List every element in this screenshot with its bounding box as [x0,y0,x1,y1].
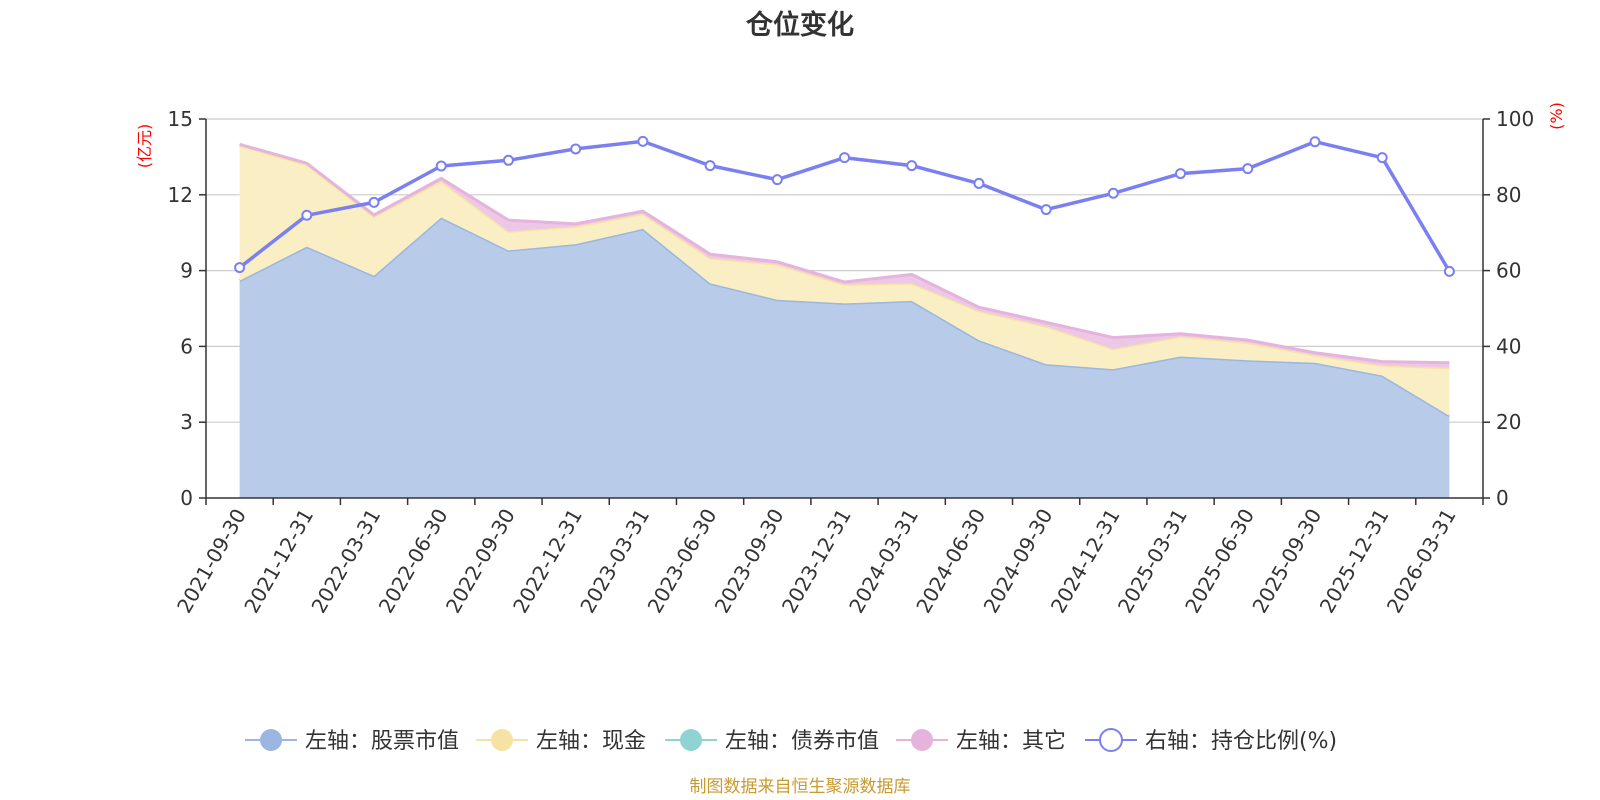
ratio-point [1309,136,1321,148]
x-tick-label: 2022-06-30 [374,505,453,618]
ratio-point [1175,168,1187,180]
legend-label: 右轴：持仓比例(%) [1145,729,1337,754]
x-tick-label: 2023-06-30 [643,505,722,618]
ratio-point [1242,163,1254,175]
right-axis-unit: (%) [1547,102,1566,130]
legend-label: 左轴：其它 [956,729,1066,754]
left-tick-label: 3 [180,410,193,434]
right-tick-label: 0 [1496,486,1509,510]
chart-title: 仓位变化 [745,9,854,41]
x-tick-label: 2021-12-31 [239,505,318,618]
legend: 左轴：股票市值 左轴：现金 左轴：债券市值 左轴：其它 右轴：持仓比例(%) [245,728,1337,754]
legend-marker [911,729,933,751]
ratio-point [234,262,246,274]
legend-label: 左轴：股票市值 [305,729,459,754]
legend-item: 左轴：其它 [896,729,1066,754]
left-tick-label: 15 [168,107,193,131]
ratio-point [637,135,649,147]
area-左轴：现金 [239,145,1450,416]
x-tick-label: 2026-03-31 [1382,505,1461,618]
ratio-point [1040,204,1052,216]
legend-item: 左轴：现金 [476,729,646,754]
legend-item: 左轴：债券市值 [665,729,879,754]
left-tick-label: 12 [168,183,193,207]
area-左轴：股票市值 [239,217,1450,498]
ratio-point [435,160,447,172]
x-tick-label: 2022-09-30 [441,505,520,618]
x-tick-label: 2021-09-30 [172,505,251,618]
ratio-point [1443,265,1455,277]
legend-marker [1099,728,1123,752]
left-tick-label: 6 [180,334,193,358]
right-tick-label: 40 [1496,334,1521,358]
x-tick-label: 2024-12-31 [1046,505,1125,618]
x-tick-label: 2025-06-30 [1180,505,1259,618]
right-tick-label: 100 [1496,107,1534,131]
right-tick-label: 80 [1496,183,1521,207]
legend-label: 左轴：债券市值 [725,729,879,754]
ratio-point [771,174,783,186]
left-tick-label: 9 [180,259,193,283]
x-tick-label: 2025-12-31 [1315,505,1394,618]
legend-label: 左轴：现金 [536,729,646,754]
x-tick-label: 2024-06-30 [911,505,990,618]
ratio-point [570,143,582,155]
legend-marker [491,729,513,751]
ratio-point [839,152,850,164]
legend-marker [680,729,702,751]
ratio-point [301,209,313,221]
right-tick-label: 20 [1496,410,1521,434]
x-tick-label: 2022-03-31 [306,505,385,618]
ratio-point [502,154,514,166]
ratio-point [1107,187,1119,199]
legend-marker [260,729,282,751]
ratio-point [1376,152,1388,164]
x-tick-label: 2023-12-31 [777,505,856,618]
x-tick-label: 2024-03-31 [844,505,923,618]
ratio-point [368,196,380,208]
stacked-areas [238,142,1451,498]
legend-item: 左轴：股票市值 [245,729,459,754]
ratio-point [906,160,918,172]
data-source: 制图数据来自恒生聚源数据库 [690,777,911,797]
x-tick-label: 2025-03-31 [1113,505,1192,618]
x-tick-label: 2023-09-30 [710,505,789,618]
ratio-point [973,177,985,189]
ratio-point [704,160,716,172]
area-edge-左轴：其它 [239,142,1450,365]
x-tick-label: 2023-03-31 [575,505,654,618]
right-tick-label: 60 [1496,259,1521,283]
left-tick-label: 0 [180,486,193,510]
legend-item: 右轴：持仓比例(%) [1085,728,1337,754]
x-tick-label: 2024-09-30 [979,505,1058,618]
left-axis-unit: (亿元) [135,124,154,169]
holding-ratio-line [234,135,1455,277]
x-tick-label: 2022-12-31 [508,505,587,618]
x-tick-label: 2025-09-30 [1247,505,1326,618]
